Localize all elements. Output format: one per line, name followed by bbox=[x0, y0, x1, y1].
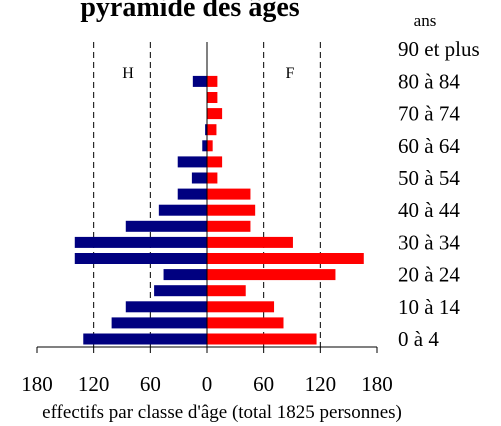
grid-lines bbox=[93, 42, 321, 347]
x-tick-label-2: 60 bbox=[140, 372, 161, 396]
bar-f-10 bbox=[207, 172, 218, 184]
bar-f-11 bbox=[207, 156, 223, 168]
bar-f-15 bbox=[207, 92, 218, 103]
bar-f-3 bbox=[207, 285, 246, 297]
bar-h-10 bbox=[191, 172, 207, 184]
chart-title: pyramide des âges bbox=[80, 0, 299, 23]
bar-h-4 bbox=[163, 269, 207, 281]
bar-f-16 bbox=[207, 75, 218, 87]
bar-f-14 bbox=[207, 108, 223, 120]
bar-f-7 bbox=[207, 220, 251, 232]
legend-female: F bbox=[286, 65, 295, 82]
bar-f-8 bbox=[207, 204, 256, 216]
age-labels: 0 à 4 10 à 14 20 à 24 30 à 34 40 à 44 50 à 54… bbox=[398, 37, 480, 351]
bar-f-4 bbox=[207, 269, 336, 281]
age-label-9: 90 et plus bbox=[398, 37, 480, 61]
bar-h-3 bbox=[154, 285, 207, 297]
legend-male: H bbox=[122, 65, 134, 82]
x-tick-label-3: 0 bbox=[202, 372, 213, 396]
bar-f-2 bbox=[207, 301, 275, 313]
bar-h-12 bbox=[202, 140, 207, 152]
age-unit-label: ans bbox=[414, 11, 437, 30]
age-label-5: 50 à 54 bbox=[398, 166, 460, 190]
bar-h-6 bbox=[74, 236, 208, 248]
age-label-8: 80 à 84 bbox=[398, 69, 460, 93]
axes bbox=[37, 42, 377, 348]
bar-f-1 bbox=[207, 317, 284, 329]
x-tick-label-0: 180 bbox=[21, 372, 53, 396]
x-tick-label-1: 120 bbox=[78, 372, 110, 396]
bar-h-2 bbox=[125, 301, 207, 313]
bar-f-12 bbox=[207, 140, 213, 152]
bar-h-16 bbox=[192, 75, 207, 87]
bar-h-11 bbox=[177, 156, 207, 168]
age-label-6: 60 à 64 bbox=[398, 134, 460, 158]
bar-h-8 bbox=[158, 204, 207, 216]
age-label-1: 10 à 14 bbox=[398, 295, 460, 319]
bar-f-9 bbox=[207, 188, 251, 200]
x-tick-label-4: 60 bbox=[253, 372, 274, 396]
bar-h-9 bbox=[177, 188, 207, 200]
x-tick-label-6: 180 bbox=[361, 372, 393, 396]
bar-h-1 bbox=[111, 317, 207, 329]
age-label-0: 0 à 4 bbox=[398, 327, 439, 351]
age-label-2: 20 à 24 bbox=[398, 263, 460, 287]
bar-h-7 bbox=[125, 220, 207, 232]
x-tick-label-5: 120 bbox=[305, 372, 337, 396]
bar-f-6 bbox=[207, 236, 293, 248]
age-label-3: 30 à 34 bbox=[398, 230, 460, 254]
bar-f-5 bbox=[207, 253, 364, 264]
age-label-4: 40 à 44 bbox=[398, 198, 460, 222]
bar-h-0 bbox=[83, 333, 207, 345]
bar-f-13 bbox=[207, 124, 217, 136]
age-label-7: 70 à 74 bbox=[398, 102, 460, 126]
x-axis-ticks: 180 120 60 0 60 120 180 bbox=[21, 347, 393, 396]
bar-h-5 bbox=[74, 253, 208, 264]
bar-h-13 bbox=[205, 124, 207, 136]
x-axis-label: effectifs par classe d'âge (total 1825 p… bbox=[42, 402, 402, 423]
bars bbox=[74, 75, 364, 345]
bar-f-0 bbox=[207, 333, 317, 345]
